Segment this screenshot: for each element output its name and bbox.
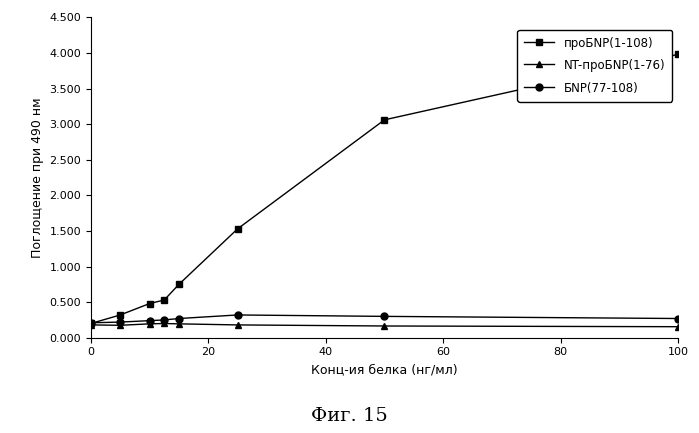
пpoБNP(1-108): [160, 297, 168, 303]
NT-пpoБNP(1-76): [175, 321, 183, 326]
пpoБNP(1-108): [116, 312, 124, 317]
пpoБNP(1-108): [145, 301, 154, 306]
Y-axis label: Поглощение при 490 нм: Поглощение при 490 нм: [31, 97, 44, 258]
Line: БNP(77-108): БNP(77-108): [87, 311, 682, 326]
БNP(77-108): [160, 317, 168, 323]
Legend: пpoБNP(1-108), NT-пpoБNP(1-76), БNP(77-108): пpoБNP(1-108), NT-пpoБNP(1-76), БNP(77-1…: [517, 29, 672, 102]
пpoБNP(1-108): [674, 52, 682, 57]
пpoБNP(1-108): [380, 117, 389, 123]
NT-пpoБNP(1-76): [160, 321, 168, 326]
БNP(77-108): [175, 316, 183, 321]
Text: Фиг. 15: Фиг. 15: [311, 407, 388, 425]
NT-пpoБNP(1-76): [380, 323, 389, 329]
Line: пpoБNP(1-108): пpoБNP(1-108): [87, 51, 682, 327]
пpoБNP(1-108): [175, 282, 183, 287]
БNP(77-108): [233, 312, 242, 317]
Line: NT-пpoБNP(1-76): NT-пpoБNP(1-76): [87, 320, 682, 330]
X-axis label: Конц-ия белка (нг/мл): Конц-ия белка (нг/мл): [311, 363, 458, 376]
БNP(77-108): [674, 316, 682, 321]
БNP(77-108): [380, 314, 389, 319]
БNP(77-108): [116, 320, 124, 325]
NT-пpoБNP(1-76): [674, 324, 682, 330]
NT-пpoБNP(1-76): [87, 322, 95, 327]
пpoБNP(1-108): [233, 226, 242, 231]
БNP(77-108): [145, 318, 154, 323]
NT-пpoБNP(1-76): [145, 321, 154, 326]
пpoБNP(1-108): [87, 321, 95, 326]
NT-пpoБNP(1-76): [116, 323, 124, 328]
NT-пpoБNP(1-76): [233, 322, 242, 327]
БNP(77-108): [87, 320, 95, 325]
